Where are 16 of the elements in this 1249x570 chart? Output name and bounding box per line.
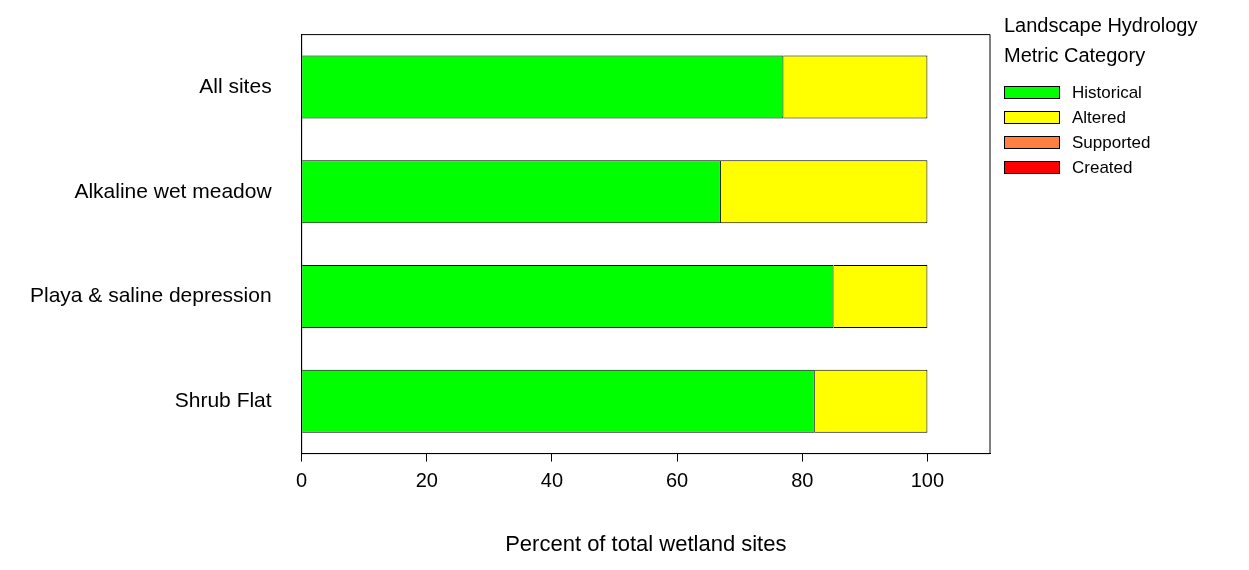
y-tick-label: Shrub Flat xyxy=(174,388,272,412)
legend-label: Created xyxy=(1072,157,1133,178)
legend-title: Landscape Hydrology Metric Category xyxy=(1004,13,1199,68)
y-tick-label: Alkaline wet meadow xyxy=(74,178,273,202)
y-tick-label: Playa & saline depression xyxy=(29,283,272,307)
x-tick-label: 40 xyxy=(540,469,564,492)
legend-label: Altered xyxy=(1072,107,1126,128)
legend-label: Historical xyxy=(1072,82,1142,103)
x-tick-label: 60 xyxy=(665,469,689,492)
x-axis-title: Percent of total wetland sites xyxy=(505,530,787,556)
x-tick-label: 20 xyxy=(415,469,438,492)
x-tick-label: 100 xyxy=(910,469,945,492)
y-tick-label: All sites xyxy=(199,73,272,97)
x-tick-label: 80 xyxy=(791,469,814,492)
legend-label: Supported xyxy=(1072,132,1151,153)
x-tick-label: 0 xyxy=(296,469,308,492)
